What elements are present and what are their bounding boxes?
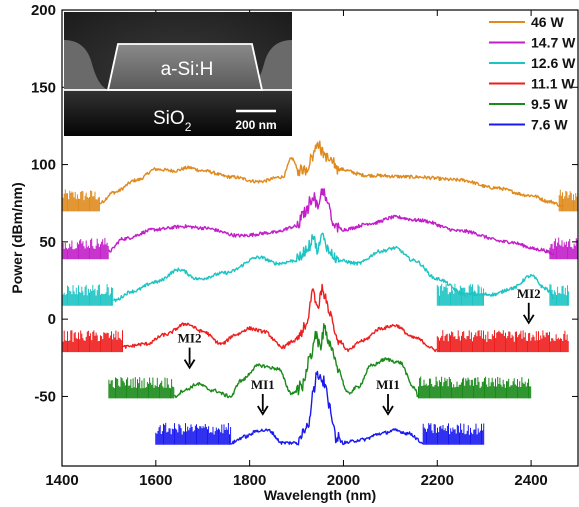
x-tick-label: 2000 [327, 472, 360, 489]
spectrum-line [112, 232, 555, 303]
annotations: MI2 MI2 MI1 MI1 [178, 286, 541, 416]
legend-label: 12.6 W [531, 55, 576, 71]
spectrum-line [99, 140, 565, 208]
noise-floor-region [62, 237, 109, 260]
annotation-arrow-head [382, 405, 394, 416]
series-14-7-w [62, 188, 578, 260]
legend-entry: 9.5 W [489, 96, 568, 112]
y-tick-label: 50 [39, 234, 56, 251]
y-tick-label: 100 [31, 157, 56, 174]
annotation-label: MI2 [178, 331, 202, 346]
legend-label: 14.7 W [531, 35, 576, 51]
noise-floor-region [62, 189, 100, 212]
legend-label: 46 W [531, 14, 564, 30]
annotation-arrow-head [522, 314, 535, 325]
annotation-arrow-head [183, 359, 196, 370]
plot-frame [61, 9, 579, 467]
y-tick-label: 200 [31, 2, 56, 19]
legend-entry: 14.7 W [489, 35, 576, 51]
x-tick-label: 1400 [45, 472, 78, 489]
noise-floor-region [62, 330, 123, 353]
annotation-mi1: MI1 [376, 377, 400, 416]
spectrum-line [108, 188, 555, 256]
annotation-mi2: MI2 [178, 331, 202, 370]
x-tick-label: 1600 [139, 472, 172, 489]
noise-floor-region [62, 284, 114, 306]
annotation-label: MI1 [251, 377, 275, 392]
legend-entry: 11.1 W [489, 76, 575, 92]
legend-label: 7.6 W [531, 117, 568, 133]
x-tick-label: 2400 [514, 472, 547, 489]
legend: 46 W 14.7 W 12.6 W 11.1 W 9.5 W 7.6 W [489, 14, 576, 133]
legend-label: 9.5 W [531, 96, 568, 112]
y-tick-label: 150 [31, 79, 56, 96]
series-7-6-w [155, 370, 485, 446]
y-tick-label: -50 [34, 388, 56, 405]
inset-scale-label: 200 nm [235, 118, 276, 132]
noise-floor-region [422, 423, 485, 445]
series-12-6-w [62, 232, 570, 306]
x-tick-label: 2200 [421, 472, 454, 489]
annotation-mi2: MI2 [517, 286, 541, 325]
axis-ticks: 1400 1600 1800 2000 2200 2400 -50 0 50 100 150 200 [31, 2, 578, 489]
annotation-mi1: MI1 [251, 377, 275, 416]
noise-floor-region [108, 377, 175, 399]
series-46-w [62, 140, 578, 212]
legend-entry: 7.6 W [489, 117, 568, 133]
legend-entry: 46 W [489, 14, 564, 30]
inset-sem-image: a-Si:H SiO2 200 nm [64, 12, 292, 136]
legend-entry: 12.6 W [489, 55, 576, 71]
y-tick-label: 0 [48, 311, 56, 328]
y-axis-title: Power (dBm/nm) [9, 182, 25, 293]
annotation-label: MI2 [517, 286, 541, 301]
inset-label-asih: a-Si:H [161, 59, 214, 80]
noise-floor-region [558, 189, 578, 212]
series-layer [62, 140, 578, 446]
legend-label: 11.1 W [531, 76, 575, 92]
noise-floor-region [418, 376, 532, 399]
series-11-1-w [62, 283, 569, 353]
x-tick-label: 1800 [233, 472, 266, 489]
spectrum-line [173, 323, 419, 399]
inset-label-sio2: SiO2 [153, 108, 192, 134]
inset-substrate [64, 90, 292, 136]
annotation-arrow-head [257, 405, 269, 416]
inset-left-bump [64, 40, 108, 90]
noise-floor-region [549, 237, 578, 260]
annotation-label: MI1 [376, 377, 400, 392]
inset-right-bump [248, 40, 292, 90]
series-9-5-w [108, 323, 532, 399]
spectrum-line [230, 370, 424, 446]
noise-floor-region [436, 283, 484, 306]
x-axis-title: Wavelength (nm) [264, 487, 376, 503]
noise-floor-region [436, 330, 569, 353]
noise-floor-region [155, 422, 232, 445]
spectrum-line [122, 283, 438, 353]
